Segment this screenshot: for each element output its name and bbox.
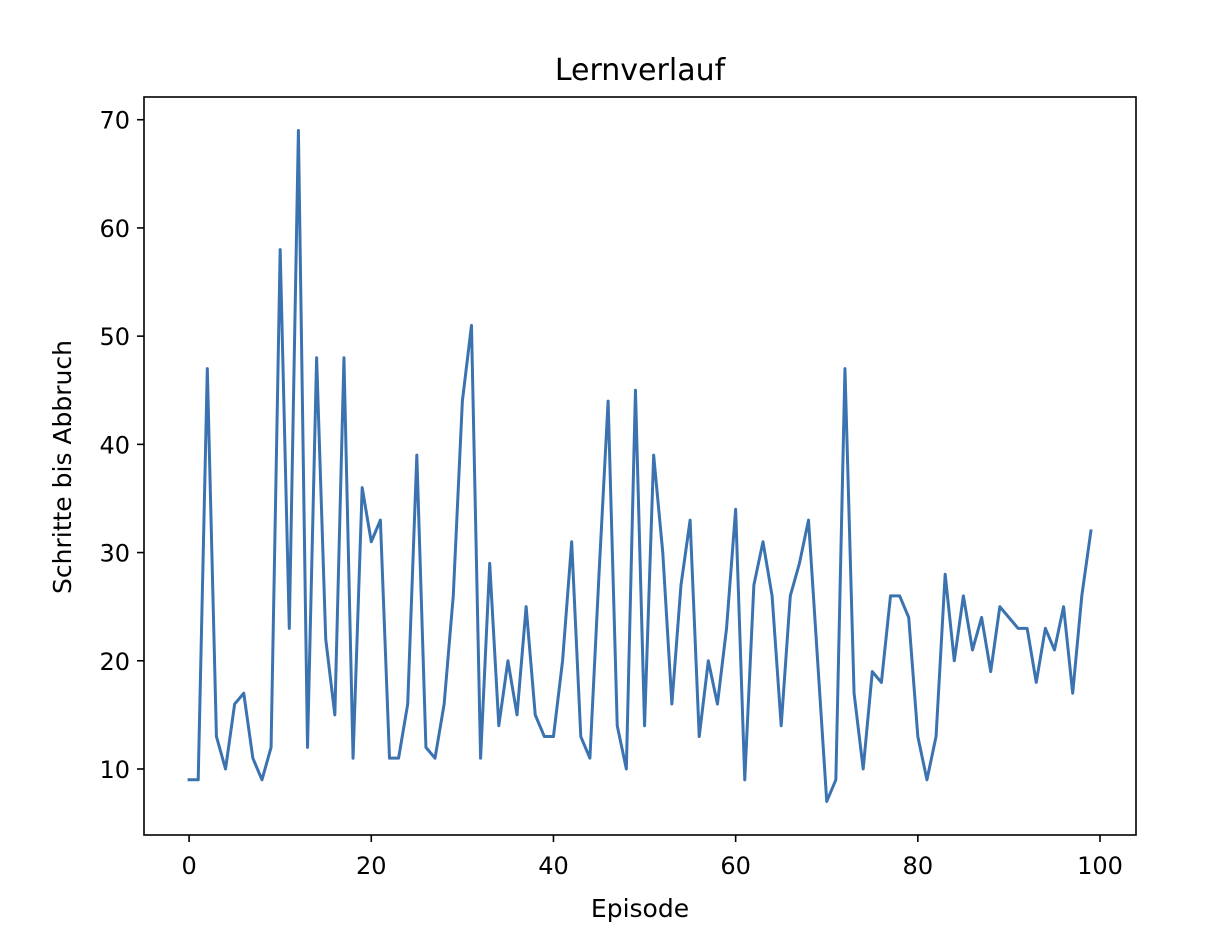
y-axis-label: Schritte bis Abbruch xyxy=(48,340,77,594)
x-tick-label: 60 xyxy=(720,852,751,880)
x-axis: 0 20 40 60 80 100 xyxy=(181,835,1123,880)
y-tick-label: 20 xyxy=(99,648,130,676)
plot-area xyxy=(187,129,1093,803)
x-axis-label: Episode xyxy=(591,894,689,923)
y-tick-label: 10 xyxy=(99,756,130,784)
x-tick-label: 40 xyxy=(538,852,569,880)
y-axis: 10 20 30 40 50 60 70 xyxy=(99,107,144,784)
series-line xyxy=(187,129,1093,803)
y-tick-label: 50 xyxy=(99,323,130,351)
plot-frame xyxy=(143,96,1137,836)
chart-title: Lernverlauf xyxy=(555,53,727,88)
y-tick-label: 60 xyxy=(99,215,130,243)
y-tick-label: 70 xyxy=(99,107,130,135)
y-tick-label: 30 xyxy=(99,540,130,568)
x-tick-label: 100 xyxy=(1077,852,1123,880)
x-tick-label: 20 xyxy=(356,852,387,880)
y-tick-label: 40 xyxy=(99,431,130,459)
x-tick-label: 0 xyxy=(181,852,196,880)
x-tick-label: 80 xyxy=(903,852,934,880)
